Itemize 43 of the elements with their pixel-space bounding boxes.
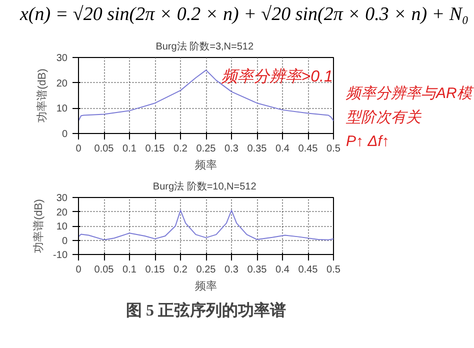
chart-subtitle: x(n) = √20 sin(2π × 0.2 × n) + √20 sin(2π × 0.3 × n) + N₀	[20, 3, 469, 27]
y-tick-label: -10	[53, 250, 68, 261]
y-axis-title: 功率谱(dB)	[35, 68, 48, 122]
x-tick-label: 0.1	[122, 264, 137, 276]
x-tick-label: 0.05	[94, 264, 114, 276]
x-tick-label: 0.25	[196, 144, 216, 154]
x-tick-label: 0.1	[122, 144, 137, 154]
y-tick-label: 20	[56, 207, 68, 218]
x-tick-label: 0.35	[247, 264, 268, 276]
y-tick-label: 30	[56, 193, 68, 204]
x-tick-label: 0.2	[174, 144, 188, 154]
x-tick-label: 0.3	[224, 144, 239, 154]
x-tick-label: 0.5	[326, 264, 341, 276]
y-tick-label: 10	[56, 222, 68, 232]
y-axis-title: 功率谱(dB)	[32, 199, 46, 253]
x-tick-label: 0	[76, 144, 82, 154]
line-series	[78, 70, 334, 122]
y-tick-label: 30	[56, 53, 68, 64]
x-tick-label: 0.5	[326, 144, 341, 154]
chart-title: Burg法 阶数=10,N=512	[152, 180, 257, 192]
x-tick-label: 0.45	[298, 264, 318, 276]
x-tick-label: 0.05	[94, 144, 114, 154]
x-tick-label: 0.3	[224, 264, 239, 276]
x-tick-label: 0.45	[298, 144, 318, 154]
x-axis-title: 频率	[195, 158, 217, 172]
x-tick-label: 0.4	[276, 144, 290, 154]
x-tick-label: 0.15	[145, 144, 166, 154]
y-tick-label: 0	[62, 236, 68, 247]
x-axis-title: 频率	[195, 280, 217, 292]
chart-title: Burg法 阶数=3,N=512	[156, 40, 254, 52]
y-tick-label: 10	[56, 104, 68, 115]
x-tick-label: 0.15	[145, 264, 166, 276]
y-tick-label: 0	[62, 129, 68, 140]
y-tick-label: 20	[56, 78, 68, 90]
x-tick-label: 0.25	[196, 264, 216, 276]
x-tick-label: 0.4	[276, 264, 290, 276]
text: 频率分辨率与AR模型阶次有关	[346, 85, 472, 126]
text: P↑ Δf↑	[346, 133, 390, 150]
annotation: 频率分辨率>0.1	[220, 67, 333, 86]
x-tick-label: 0.2	[174, 264, 188, 276]
x-tick-label: 0	[76, 264, 82, 276]
x-tick-label: 0.35	[247, 144, 268, 154]
caption: 图 5 正弦序列的功率谱	[126, 300, 286, 320]
